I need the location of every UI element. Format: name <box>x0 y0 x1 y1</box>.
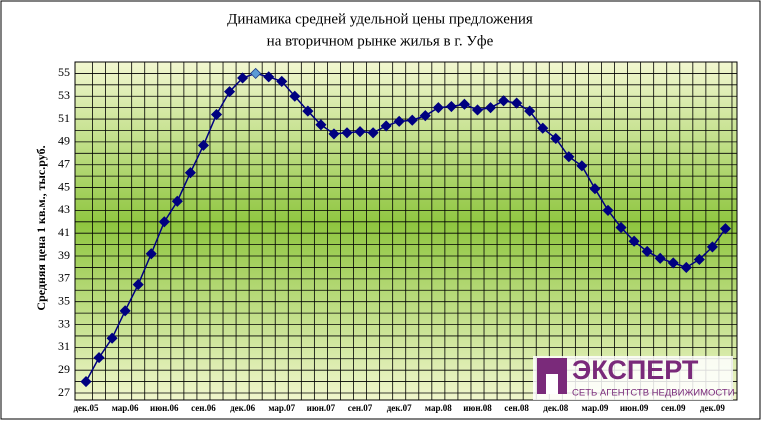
data-point <box>471 104 484 116</box>
x-tick-label: июн.07 <box>307 403 336 413</box>
x-tick-label: июн.09 <box>620 403 649 413</box>
x-tick-label: июн.08 <box>463 403 492 413</box>
data-point <box>132 279 144 291</box>
data-point <box>237 72 249 84</box>
y-tick-label: 45 <box>58 179 70 193</box>
data-point <box>628 235 640 247</box>
data-point <box>550 132 562 145</box>
data-point <box>445 100 457 113</box>
x-tick-label: мар.08 <box>425 403 452 413</box>
data-point <box>341 127 353 139</box>
data-point <box>158 216 170 228</box>
data-point <box>93 352 105 364</box>
data-point <box>511 97 523 109</box>
data-point <box>354 126 366 138</box>
data-point <box>615 221 627 234</box>
y-tick-label: 39 <box>58 248 70 262</box>
logo-tagline: СЕТЬ АГЕНТСТВ НЕДВИЖИМОСТИ <box>572 388 735 399</box>
data-point <box>223 86 236 98</box>
data-point <box>184 167 196 179</box>
data-point <box>654 252 666 264</box>
data-point <box>602 204 614 216</box>
data-point <box>106 332 118 344</box>
data-point <box>210 108 223 121</box>
logo-name: ЭКСПЕРТ <box>572 355 699 385</box>
data-point <box>393 115 405 127</box>
data-point <box>406 114 418 126</box>
y-tick-label: 43 <box>58 202 70 216</box>
data-point <box>380 120 392 132</box>
data-point <box>667 257 679 269</box>
y-tick-label: 41 <box>58 225 70 239</box>
y-tick-label: 55 <box>58 65 70 79</box>
data-point <box>680 261 692 274</box>
y-tick-label: 31 <box>58 339 70 353</box>
chart-title: Динамика средней удельной цены предложен… <box>227 11 533 27</box>
data-point <box>367 127 379 139</box>
x-tick-label: дек.07 <box>387 403 412 413</box>
y-tick-label: 37 <box>58 271 70 285</box>
y-tick-label: 29 <box>58 362 70 376</box>
data-point <box>276 75 288 87</box>
y-tick-label: 53 <box>58 88 70 102</box>
data-point <box>563 151 575 163</box>
data-point <box>197 139 210 151</box>
x-tick-label: мар.09 <box>582 403 609 413</box>
data-point <box>328 128 340 140</box>
x-tick-label: дек.08 <box>543 403 568 413</box>
y-tick-label: 51 <box>58 111 70 125</box>
data-point <box>498 95 510 107</box>
data-point <box>524 105 536 117</box>
data-point <box>537 122 549 134</box>
x-tick-label: сен.06 <box>191 403 216 413</box>
data-point <box>458 98 471 110</box>
data-point <box>706 241 718 253</box>
y-tick-label: 49 <box>58 134 70 148</box>
x-tick-label: сен.08 <box>504 403 529 413</box>
x-tick-label: сен.09 <box>661 403 686 413</box>
x-tick-label: дек.06 <box>230 403 255 413</box>
data-point <box>302 105 314 117</box>
data-point <box>719 223 732 235</box>
logo-icon-door <box>546 374 558 394</box>
chart-subtitle: на вторичном рынке жилья в г. Уфе <box>267 33 494 49</box>
data-point <box>432 102 444 114</box>
x-tick-label: дек.05 <box>74 403 99 413</box>
data-point <box>419 110 431 122</box>
x-tick-label: мар.06 <box>112 403 139 413</box>
y-tick-label: 33 <box>58 316 70 330</box>
data-point <box>250 67 262 79</box>
data-point <box>289 90 301 102</box>
y-tick-label: 35 <box>58 293 70 307</box>
data-point <box>80 376 92 388</box>
data-point <box>641 245 653 258</box>
x-tick-label: дек.09 <box>700 403 725 413</box>
x-tick-label: июн.06 <box>150 403 179 413</box>
data-point <box>484 102 497 114</box>
data-point <box>119 305 131 317</box>
data-point <box>171 195 183 207</box>
data-point <box>693 253 705 266</box>
x-tick-label: сен.07 <box>348 403 373 413</box>
data-point <box>589 183 601 195</box>
data-point <box>315 119 327 131</box>
y-tick-label: 47 <box>58 156 70 170</box>
y-axis-label: Средняя цена 1 кв.м., тыс.руб. <box>34 145 48 310</box>
data-point <box>576 160 588 172</box>
data-point <box>263 71 275 83</box>
data-point <box>145 248 157 260</box>
y-tick-label: 27 <box>58 385 70 399</box>
x-tick-label: мар.07 <box>268 403 295 413</box>
